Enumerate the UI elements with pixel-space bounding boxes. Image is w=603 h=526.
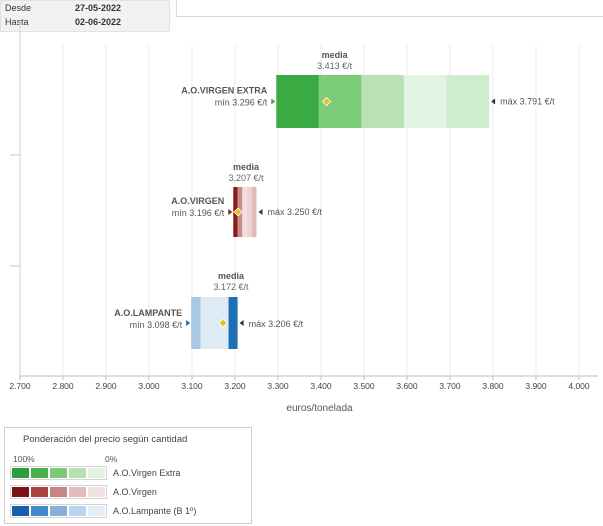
x-tick-label: 2.800 [52,381,74,391]
media-value-label: 3.172 €/t [213,282,249,292]
range-segment [242,187,248,237]
legend-swatch [69,506,86,516]
legend-swatch [31,487,48,497]
date-filter-panel: Desde 27-05-2022 Hasta 02-06-2022 [0,0,170,32]
legend-label: A.O.Virgen Extra [113,468,181,478]
series-min-label: mín 3.098 €/t [130,320,183,330]
legend-swatch [69,468,86,478]
legend-swatch [69,487,86,497]
media-diamond [322,96,332,107]
x-tick-label: 2.900 [95,381,117,391]
price-range-chart: 2.700 2.800 2.900 3.000 3.100 3.200 3.300 3.400… [9,22,598,414]
legend-swatch [50,468,67,478]
min-marker [186,320,191,326]
hasta-label: Hasta [5,17,29,27]
x-tick-label: 3.900 [525,381,547,391]
media-title-label: media [322,50,349,60]
desde-row: Desde 27-05-2022 [1,1,169,15]
legend-label: A.O.Lampante (B 1º) [113,506,197,516]
min-marker [228,209,233,215]
legend-swatch [50,506,67,516]
desde-value[interactable]: 27-05-2022 [75,3,122,13]
hasta-row: Hasta 02-06-2022 [1,15,169,29]
legend-swatch [88,487,105,497]
legend-swatch [88,468,105,478]
legend-row: A.O.Lampante (B 1º) [10,504,196,518]
media-title-label: media [218,271,245,281]
series-max-label: máx 3.250 €/t [268,207,323,217]
series-name-label: A.O.VIRGEN EXTRA [181,86,268,96]
max-marker [258,209,263,215]
legend-title: Ponderación del precio según cantidad [23,434,188,445]
legend-swatch [12,506,29,516]
x-tick-label: 3.800 [482,381,504,391]
legend-pct-low: 0% [105,454,118,464]
media-value-label: 3.207 €/t [228,173,264,183]
legend-swatch [12,487,29,497]
series-min-label: mín 3.196 €/t [172,208,225,218]
series-max-label: máx 3.791 €/t [500,97,555,107]
range-segment [251,187,257,237]
x-axis-title: euros/tonelada [286,403,353,414]
media-title-label: media [233,162,260,172]
legend-swatch [50,487,67,497]
x-tick-label: 4.000 [568,381,590,391]
range-segment [191,297,201,349]
max-marker [491,98,496,105]
min-marker [271,98,276,105]
legend-swatch [88,506,105,516]
series-name-label: A.O.LAMPANTE [114,308,182,318]
series-max-label: máx 3.206 €/t [249,319,304,329]
legend-swatch [31,468,48,478]
x-tick-label: 2.700 [9,381,31,391]
x-tick-label: 3.400 [310,381,332,391]
x-tick-label: 3.700 [439,381,461,391]
x-tick-label: 3.100 [181,381,203,391]
legend-row: A.O.Virgen Extra [10,466,180,480]
legend-row: A.O.Virgen [10,485,157,499]
x-tick-label: 3.000 [138,381,160,391]
hasta-value[interactable]: 02-06-2022 [75,17,122,27]
legend-swatch [31,506,48,516]
x-tick-label: 3.300 [267,381,289,391]
x-tick-label: 3.600 [396,381,418,391]
max-marker [239,320,244,326]
range-segment [361,75,404,128]
range-segment [247,187,252,237]
legend-pct-high: 100% [13,454,35,464]
legend-swatch-group [10,466,107,480]
range-segment [228,297,238,349]
top-panel-frame [176,0,603,17]
legend-label: A.O.Virgen [113,487,157,497]
media-diamond [233,207,243,217]
x-tick-label: 3.500 [353,381,375,391]
range-segment [403,75,447,128]
x-tick-label: 3.200 [224,381,246,391]
media-value-label: 3.413 €/t [317,61,353,71]
legend-swatch-group [10,504,107,518]
series-name-label: A.O.VIRGEN [171,196,224,206]
range-segment [276,75,319,128]
media-diamond [218,318,228,328]
legend-swatch-group [10,485,107,499]
legend-swatch [12,468,29,478]
series-min-label: mín 3.296 €/t [215,98,268,108]
legend-panel: Ponderación del precio según cantidad 10… [4,427,252,524]
range-segment [446,75,490,128]
desde-label: Desde [5,3,32,13]
